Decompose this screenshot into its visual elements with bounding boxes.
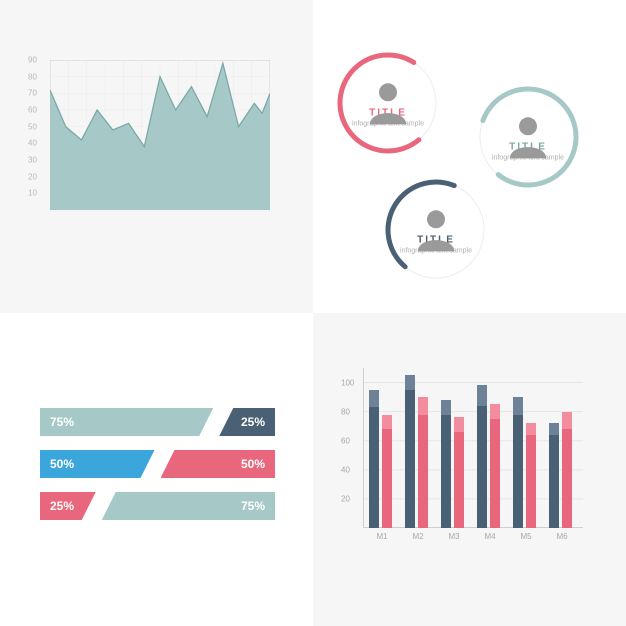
gbar-bar (454, 417, 464, 528)
area-chart-ytick: 20 (28, 172, 37, 181)
area-chart-ytick: 80 (28, 72, 37, 81)
gbar-bar (369, 390, 379, 528)
grouped-bar-panel: 20 40 60 80 100 M1 M2 M3 M4 M5 M6 (313, 313, 626, 626)
gbar-bar-cap (513, 397, 523, 414)
gbar-bar (418, 397, 428, 528)
pbar-right-label: 50% (241, 457, 265, 471)
gbar-bar-cap (562, 412, 572, 429)
pbar-left-label: 75% (50, 415, 74, 429)
area-chart: 102030405060708090 (50, 60, 270, 210)
gbar-bar-cap (405, 375, 415, 390)
gbar-ytick: 20 (341, 494, 350, 503)
gbar-bar (477, 385, 487, 528)
gbar-bar (562, 412, 572, 528)
gbar-bar-cap (454, 417, 464, 432)
gbar-bar-cap (382, 415, 392, 430)
percentage-bar: 75% 25% (40, 408, 275, 436)
area-chart-ytick: 60 (28, 106, 37, 115)
progress-circle: TITLE infographic text sample (381, 175, 491, 285)
gbar-xlabel: M2 (405, 532, 431, 541)
avatar-icon (515, 111, 541, 137)
gbar-bar (441, 400, 451, 528)
pbar-left-label: 50% (50, 457, 74, 471)
percentage-bars: 75% 25% 50% 50% 25% 75% (40, 408, 275, 534)
pbar-right-label: 75% (241, 499, 265, 513)
gbar-bar (513, 397, 523, 528)
gbar-xlabel: M4 (477, 532, 503, 541)
gbar-bar (549, 423, 559, 528)
pbar-left-label: 25% (50, 499, 74, 513)
gbar-xlabel: M3 (441, 532, 467, 541)
gbar-plot (363, 368, 583, 528)
area-chart-ytick: 50 (28, 122, 37, 131)
gbar-bar (526, 423, 536, 528)
gbar-bar (382, 415, 392, 528)
grouped-bar-chart: 20406080100 M1M2M3M4M5M6 (363, 368, 583, 548)
gbar-bar-cap (369, 390, 379, 407)
circle-progress-panel: TITLE infographic text sample TITLE info… (313, 0, 626, 313)
gbar-bar-cap (490, 404, 500, 419)
gbar-xlabel: M6 (549, 532, 575, 541)
gbar-bar-cap (441, 400, 451, 415)
gbar-ytick: 80 (341, 407, 350, 416)
gbar-bar-cap (526, 423, 536, 435)
area-chart-ytick: 90 (28, 56, 37, 65)
percentage-bar: 50% 50% (40, 450, 275, 478)
area-chart-ytick: 30 (28, 156, 37, 165)
area-chart-svg (50, 60, 270, 210)
gbar-bar-cap (477, 385, 487, 405)
gbar-bar (405, 375, 415, 528)
avatar-icon (423, 204, 449, 230)
progress-circle: TITLE infographic text sample (333, 48, 443, 158)
percentage-bar: 25% 75% (40, 492, 275, 520)
area-chart-ytick: 10 (28, 189, 37, 198)
area-chart-ytick: 70 (28, 89, 37, 98)
gbar-ytick: 100 (341, 378, 354, 387)
gbar-ytick: 60 (341, 436, 350, 445)
gbar-ytick: 40 (341, 465, 350, 474)
gbar-bar (490, 404, 500, 528)
area-chart-ytick: 40 (28, 139, 37, 148)
gbar-bar-cap (418, 397, 428, 414)
area-chart-panel: 10 20 30 40 50 60 70 80 90 (0, 0, 313, 313)
percentage-bars-panel: 75% 25% 50% 50% 25% 75% (0, 313, 313, 626)
gbar-xlabel: M5 (513, 532, 539, 541)
avatar-icon (375, 77, 401, 103)
pbar-right-label: 25% (241, 415, 265, 429)
gbar-xlabel: M1 (369, 532, 395, 541)
gbar-bar-cap (549, 423, 559, 435)
